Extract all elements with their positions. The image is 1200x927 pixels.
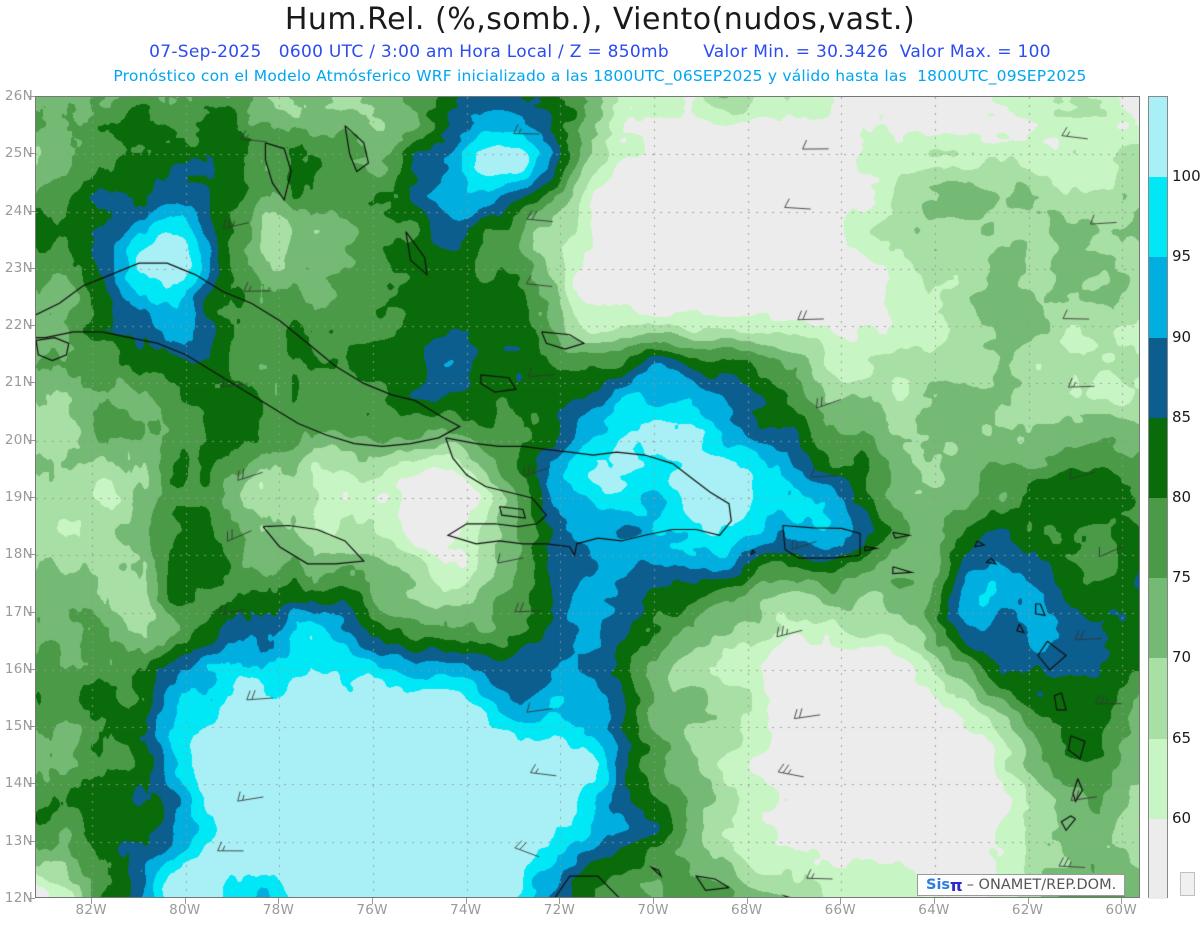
header-metadata-line-2: Pronóstico con el Modelo Atmósferico WRF…	[113, 67, 1087, 85]
lat-tick-label: 12N	[4, 890, 33, 906]
colorbar-band	[1149, 498, 1167, 579]
lat-tick-mark	[29, 325, 35, 327]
lon-tick-label: 70W	[637, 902, 669, 918]
lat-tick-mark	[29, 783, 35, 785]
lon-tick-mark	[1027, 898, 1029, 904]
page-title: Hum.Rel. (%,somb.), Viento(nudos,vast.)	[284, 2, 916, 37]
lat-tick-label: 21N	[4, 374, 33, 391]
lon-tick-mark	[372, 898, 374, 904]
lat-tick-mark	[29, 382, 35, 384]
colorbar-tick-label: 80	[1172, 488, 1192, 506]
header-metadata-line-1: 07-Sep-2025 0600 UTC / 3:00 am Hora Loca…	[149, 42, 1051, 62]
lat-tick-mark	[29, 439, 35, 441]
lon-tick-mark	[840, 898, 842, 904]
colorbar-band	[1149, 658, 1167, 739]
lon-tick-label: 72W	[543, 902, 576, 918]
lat-tick-mark	[29, 726, 35, 728]
colorbar-band	[1149, 578, 1167, 659]
lon-tick-label: 64W	[918, 902, 950, 918]
lon-tick-label: 80W	[169, 902, 201, 918]
lat-tick-label: 24N	[4, 202, 33, 219]
lat-tick-label: 16N	[4, 660, 33, 677]
lat-tick-mark	[29, 554, 35, 556]
lat-tick-label: 13N	[4, 832, 33, 849]
lat-tick-label: 17N	[4, 603, 33, 620]
lat-tick-label: 14N	[4, 775, 33, 792]
watermark-agency-text: – ONAMET/REP.DOM.	[966, 877, 1117, 893]
lat-tick-mark	[29, 668, 35, 670]
lat-tick-label: 26N	[4, 88, 33, 104]
lat-tick-mark	[29, 210, 35, 212]
lat-tick-mark	[29, 497, 35, 498]
colorbar-band	[1149, 177, 1167, 258]
lon-tick-mark	[465, 898, 467, 904]
humidity-heatmap[interactable]	[35, 96, 1140, 898]
colorbar-tick-label: 65	[1172, 728, 1192, 747]
lat-tick-label: 22N	[4, 317, 33, 334]
colorbar-tick-label: 90	[1172, 327, 1192, 346]
colorbar-tick-label: 100	[1172, 167, 1200, 186]
lat-tick-label: 18N	[4, 546, 33, 563]
lon-tick-mark	[746, 898, 748, 904]
colorbar-labels: 100 95 90 85 80 75 70 65 60	[1148, 96, 1200, 898]
chart-header: Hum.Rel. (%,somb.), Viento(nudos,vast.) …	[0, 0, 1200, 95]
lat-tick-mark	[29, 898, 35, 899]
lon-tick-label: 78W	[262, 902, 295, 918]
lat-tick-mark	[29, 96, 35, 97]
lon-tick-label: 74W	[450, 902, 482, 918]
colorbar-band	[1149, 337, 1167, 418]
watermark-sis-text: Sis	[926, 877, 951, 893]
colorbar-tick-label: 85	[1172, 407, 1192, 426]
lat-tick-label: 20N	[4, 431, 33, 448]
coastline-wind-overlay-canvas	[36, 97, 1139, 897]
lon-tick-mark	[559, 898, 561, 904]
lon-tick-label: 62W	[1011, 902, 1044, 918]
lat-tick-mark	[29, 153, 35, 155]
lat-tick-mark	[29, 840, 35, 842]
lat-tick-label: 23N	[4, 259, 33, 276]
map-plot-area: 26N 25N 24N 23N 22N 21N 20N 19N 18N 17N 16N 15N 14N 1…	[5, 88, 1140, 918]
colorbar-tick-label: 60	[1172, 808, 1192, 827]
lon-tick-label: 66W	[824, 902, 857, 918]
lon-tick-mark	[91, 898, 93, 904]
watermark-pi-icon: π	[950, 875, 963, 895]
lat-tick-label: 19N	[4, 489, 33, 505]
lat-tick-mark	[29, 611, 35, 613]
colorbar-band	[1149, 417, 1167, 498]
colorbar-band	[1149, 257, 1167, 338]
colorbar-tick-label: 95	[1172, 247, 1192, 266]
lon-tick-label: 68W	[730, 902, 763, 918]
colorbar-tick-label: 75	[1172, 568, 1192, 587]
colorbar-band	[1149, 818, 1167, 899]
lon-tick-mark	[278, 898, 280, 904]
colorbar-band	[1149, 738, 1167, 819]
lat-tick-label: 25N	[4, 145, 33, 162]
source-watermark: Sis π – ONAMET/REP.DOM.	[917, 874, 1126, 896]
lon-tick-mark	[933, 898, 935, 904]
lon-tick-label: 76W	[356, 902, 388, 918]
lat-tick-label: 15N	[4, 718, 33, 735]
lon-tick-mark	[653, 898, 655, 904]
lon-tick-label: 60W	[1105, 902, 1137, 918]
colorbar-tick-label: 70	[1172, 648, 1192, 667]
scrollbar-corner	[1180, 872, 1195, 896]
lon-tick-label: 82W	[75, 902, 107, 918]
lat-tick-mark	[29, 267, 35, 269]
colorbar-band	[1149, 97, 1167, 178]
colorbar	[1148, 96, 1168, 899]
lon-tick-mark	[184, 898, 186, 904]
lon-tick-mark	[1121, 898, 1123, 904]
